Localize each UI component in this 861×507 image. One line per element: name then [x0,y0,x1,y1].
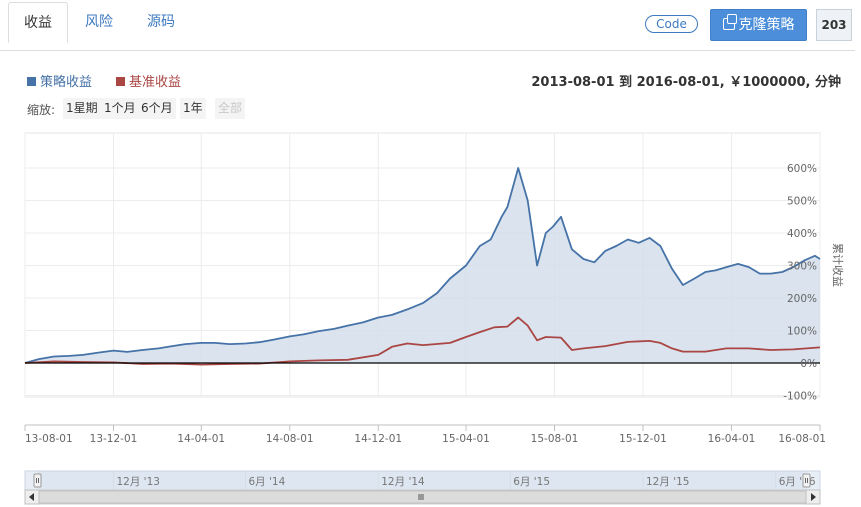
tab-bar [0,8,855,51]
legend-item-benchmark[interactable]: 基准收益 [116,71,181,90]
x-tick-label: 16-04-01 [708,433,756,445]
y-tick-label: 500% [787,196,817,208]
x-tick-label: 15-08-01 [531,433,579,445]
zoom-all-button: 全部 [215,98,246,119]
x-tick-label: 13-12-01 [90,433,138,445]
navigator-selection[interactable] [37,471,807,490]
navigator-label: 6月 '14 [249,476,286,488]
navigator-label: 6月 '15 [513,476,550,488]
y-tick-label: 300% [787,261,817,273]
navigator-left-handle[interactable] [33,473,42,488]
zoom-6m-button[interactable]: 6个月 [138,98,176,119]
legend-swatch [116,77,125,86]
navigator-right-handle[interactable] [802,473,811,488]
legend-swatch [27,77,36,86]
y-tick-label: 100% [787,326,817,338]
series-area-strategy [25,168,820,363]
y-axis-label: 累计收益 [831,243,845,287]
tab-risk[interactable]: 风险 [85,14,113,30]
legend-label: 策略收益 [40,75,93,90]
x-tick-label: 14-08-01 [266,433,314,445]
code-button[interactable]: Code [645,15,698,33]
x-tick-label: 14-12-01 [354,433,402,445]
zoom-1y-button[interactable]: 1年 [180,98,206,119]
arrow-right-icon [811,493,816,501]
tab-returns[interactable]: 收益 [8,2,68,43]
x-tick-label: 15-04-01 [442,433,490,445]
clone-count: 203 [816,9,852,41]
navigator[interactable]: 12月 '13 6月 '14 12月 '14 6月 '15 12月 '15 6月 '16 [24,470,821,491]
x-tick-label: 14-04-01 [177,433,225,445]
y-tick-label: 200% [787,293,817,305]
y-tick-label: 400% [787,228,817,240]
zoom-1w-button[interactable]: 1星期 [63,98,101,119]
y-tick-label: -100% [783,391,817,403]
clone-label: 克隆策略 [738,17,795,33]
zoom-1m-button[interactable]: 1个月 [101,98,139,119]
zoom-label: 缩放: [27,103,56,117]
backtest-info: 2013-08-01 到 2016-08-01, ￥1000000, 分钟 [531,75,841,90]
x-tick-label: 16-08-01 [778,433,826,445]
series-line-benchmark [24,316,821,366]
navigator-label: 12月 '13 [116,476,159,488]
navigator-label: 12月 '14 [381,476,425,488]
x-tick-label: 13-08-01 [25,433,73,445]
arrow-left-icon [29,493,34,501]
y-tick-label: 600% [787,163,817,175]
legend-item-strategy[interactable]: 策略收益 [27,71,92,90]
y-tick-label: 0% [800,358,817,370]
copy-icon [722,14,737,30]
navigator-label: 12月 '15 [646,476,689,488]
scrollbar[interactable] [24,489,821,505]
series-line-strategy [24,167,821,364]
clone-strategy-button[interactable]: 克隆策略 [710,9,807,41]
tab-source[interactable]: 源码 [147,14,175,30]
x-tick-label: 15-12-01 [619,433,667,445]
legend-label: 基准收益 [129,75,182,90]
